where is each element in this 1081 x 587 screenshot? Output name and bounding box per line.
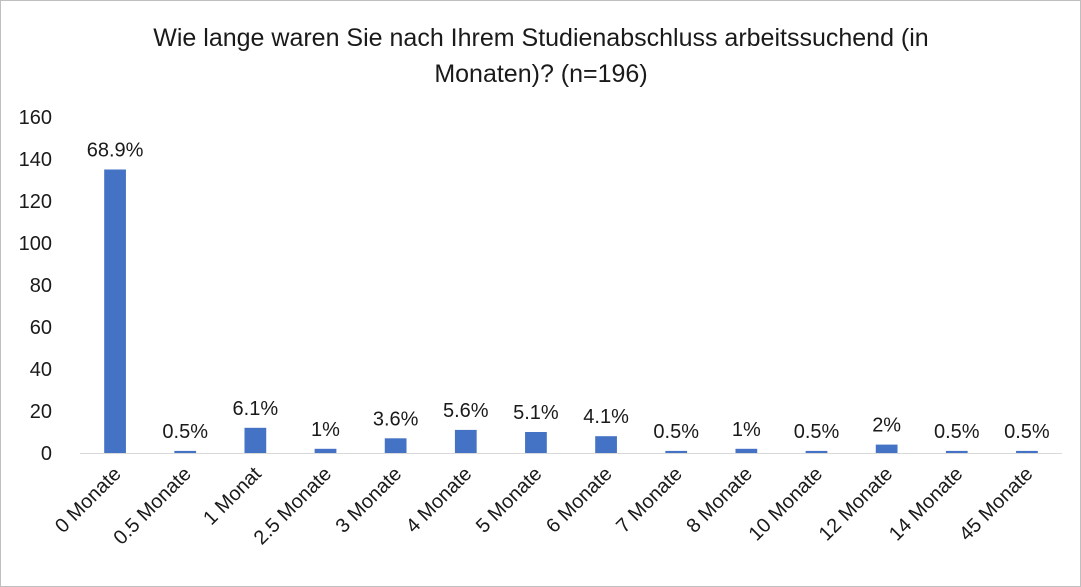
bar xyxy=(735,448,758,453)
data-labels-group: 68.9% 0.5% 6.1% 1% 3.6% 5.6% 5.1% 4.1% 0.5% 1% 0.5… xyxy=(87,140,1050,443)
x-tick-label: 12 Monate xyxy=(815,463,897,545)
chart-title-line-2: Monaten)? (n=196) xyxy=(434,60,647,88)
data-label: 0.5% xyxy=(162,421,208,443)
data-label: 3.6% xyxy=(373,408,419,430)
bar xyxy=(875,444,898,453)
x-tick-label: 14 Monate xyxy=(885,463,967,545)
x-tick-label: 7 Monate xyxy=(612,463,687,538)
bar xyxy=(384,438,407,453)
x-tick-label: 45 Monate xyxy=(955,463,1037,545)
bar xyxy=(244,427,267,453)
x-tick-label: 4 Monate xyxy=(402,463,477,538)
x-tick-label: 10 Monate xyxy=(745,463,827,545)
data-label: 5.6% xyxy=(443,400,489,422)
y-tick-label: 160 xyxy=(19,107,52,129)
y-tick-label: 120 xyxy=(19,191,52,213)
y-tick-label: 140 xyxy=(19,149,52,171)
y-tick-label: 80 xyxy=(30,275,52,297)
y-tick-label: 40 xyxy=(30,359,52,381)
bar xyxy=(945,450,968,453)
bar xyxy=(454,429,477,453)
bar xyxy=(525,432,547,453)
bar xyxy=(665,450,688,453)
y-tick-label: 0 xyxy=(41,443,52,465)
data-label: 0.5% xyxy=(1004,421,1050,443)
bar xyxy=(595,436,617,453)
y-tick-label: 20 xyxy=(30,401,52,423)
data-label: 1% xyxy=(732,419,761,441)
data-label: 0.5% xyxy=(934,421,980,443)
bar xyxy=(805,450,828,453)
x-tick-label: 8 Monate xyxy=(682,463,757,538)
data-label: 68.9% xyxy=(87,140,144,162)
y-axis: 0 20 40 60 80 100 120 140 160 xyxy=(19,107,52,465)
x-tick-label: 3 Monate xyxy=(332,463,407,538)
bars-group xyxy=(104,169,1038,453)
data-label: 1% xyxy=(311,419,340,441)
chart-title-line-1: Wie lange waren Sie nach Ihrem Studienab… xyxy=(153,24,928,52)
data-label: 6.1% xyxy=(233,398,279,420)
x-tick-label: 5 Monate xyxy=(472,463,547,538)
data-label: 2% xyxy=(872,415,901,437)
bar xyxy=(1016,450,1038,453)
x-tick-label: 6 Monate xyxy=(542,463,617,538)
y-tick-label: 100 xyxy=(19,233,52,255)
data-label: 4.1% xyxy=(583,406,629,428)
bar xyxy=(314,448,337,453)
bar xyxy=(174,450,197,453)
data-label: 0.5% xyxy=(794,421,840,443)
x-tick-label: 1 Monat xyxy=(199,463,266,530)
x-tick-label: 0 Monate xyxy=(51,463,126,538)
data-label: 5.1% xyxy=(513,402,559,424)
bar xyxy=(104,169,126,453)
data-label: 0.5% xyxy=(653,421,699,443)
y-tick-label: 60 xyxy=(30,317,52,339)
